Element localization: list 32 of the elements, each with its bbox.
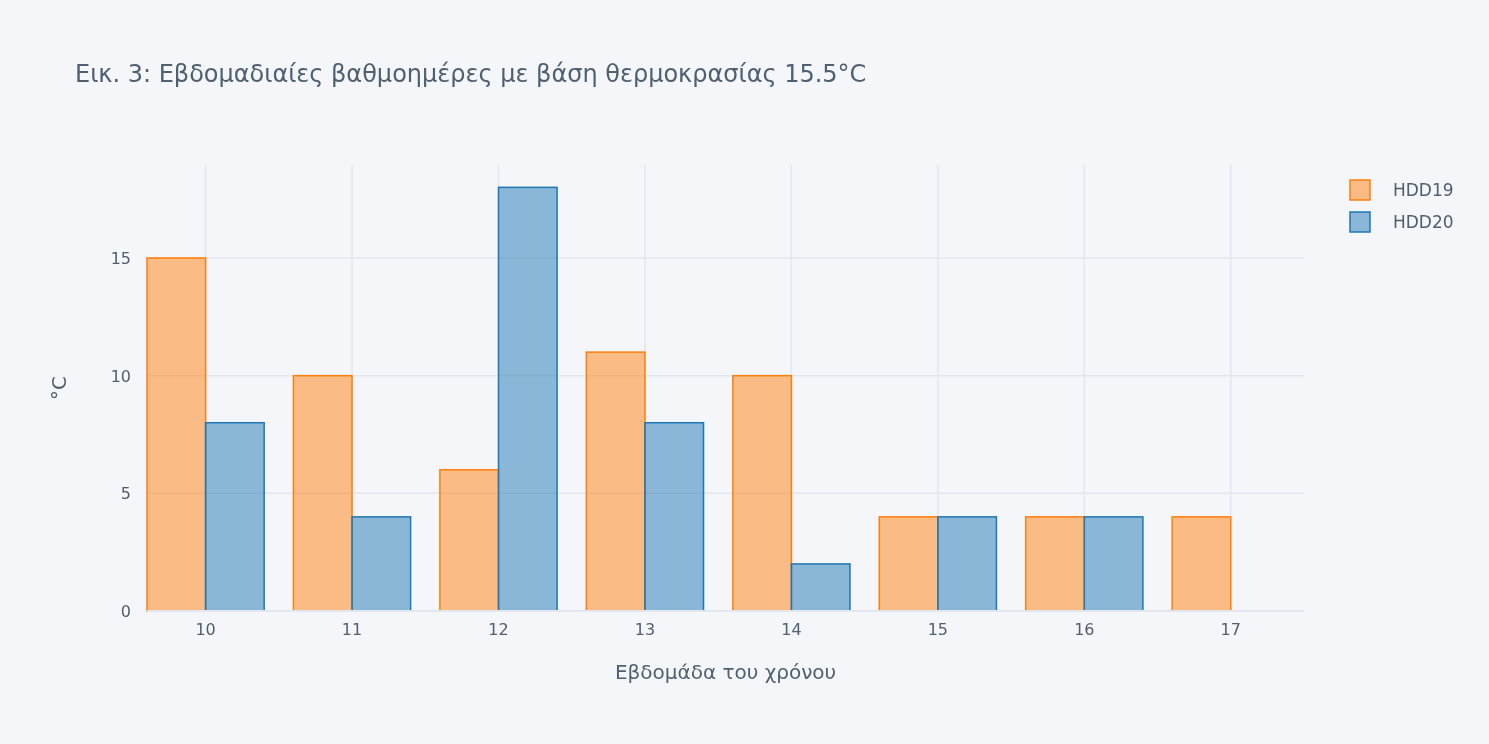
bar: [497, 186, 558, 612]
y-axis-title: °C: [47, 376, 71, 400]
bar: [1171, 516, 1232, 612]
bar: [585, 351, 646, 612]
chart-title: Εικ. 3: Εβδομαδιαίες βαθμοημέρες με βάση θερμοκρασίας 15.5°C: [75, 60, 867, 88]
x-tick-label: 10: [195, 620, 216, 639]
bar: [790, 563, 851, 612]
x-tick-label: 13: [634, 620, 656, 639]
bar: [439, 469, 500, 612]
y-tick-label: 0: [120, 602, 131, 621]
x-axis-title: Εβδομάδα του χρόνου: [614, 660, 837, 684]
x-tick-label: 14: [781, 620, 802, 639]
bar: [351, 516, 412, 612]
bar: [644, 421, 705, 612]
x-tick-label: 17: [1220, 620, 1241, 639]
x-tick-label: 15: [927, 620, 949, 639]
bar: [204, 421, 265, 612]
bar: [878, 516, 939, 612]
y-tick-label: 5: [120, 484, 131, 504]
bar: [1024, 516, 1086, 612]
x-tick-label: 11: [341, 620, 363, 639]
bar: [1083, 516, 1144, 612]
bar: [146, 257, 207, 612]
bar: [732, 374, 793, 612]
legend-label: HDD20: [1393, 212, 1454, 232]
y-tick-label: 10: [110, 366, 131, 386]
y-tick-label: 15: [110, 248, 131, 268]
x-tick-label: 16: [1074, 620, 1095, 639]
legend-label: HDD19: [1393, 180, 1454, 200]
bar: [292, 374, 353, 612]
x-tick-label: 12: [488, 620, 509, 639]
bar: [937, 516, 998, 612]
